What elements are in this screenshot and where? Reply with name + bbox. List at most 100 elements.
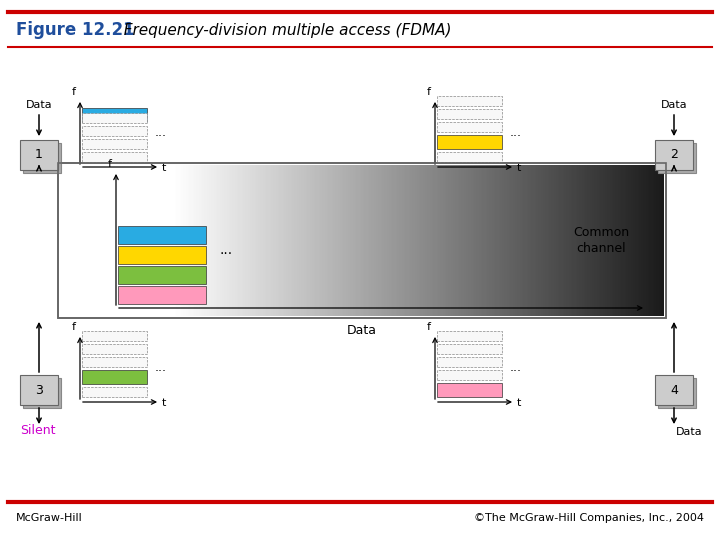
- Text: Common
channel: Common channel: [573, 226, 629, 254]
- Bar: [197, 165, 199, 316]
- Bar: [572, 165, 574, 316]
- Bar: [118, 226, 206, 244]
- Bar: [647, 165, 649, 316]
- Bar: [538, 165, 539, 316]
- Text: Data: Data: [661, 100, 688, 110]
- Bar: [655, 140, 693, 170]
- Bar: [608, 165, 610, 316]
- Bar: [281, 165, 283, 316]
- Bar: [386, 165, 387, 316]
- Bar: [201, 165, 202, 316]
- Bar: [251, 165, 253, 316]
- Bar: [82, 126, 147, 136]
- Bar: [248, 165, 250, 316]
- Bar: [484, 165, 485, 316]
- Bar: [194, 165, 196, 316]
- Bar: [658, 378, 696, 408]
- Bar: [235, 165, 237, 316]
- Bar: [505, 165, 507, 316]
- Bar: [464, 165, 466, 316]
- Bar: [214, 165, 215, 316]
- Bar: [467, 165, 469, 316]
- Bar: [454, 165, 456, 316]
- Bar: [118, 246, 206, 264]
- Bar: [220, 165, 222, 316]
- Bar: [343, 165, 345, 316]
- Bar: [376, 165, 377, 316]
- Bar: [654, 165, 656, 316]
- Bar: [461, 165, 463, 316]
- Bar: [544, 165, 546, 316]
- Bar: [437, 357, 502, 367]
- Bar: [391, 165, 392, 316]
- Bar: [435, 165, 436, 316]
- Bar: [520, 165, 521, 316]
- Bar: [575, 165, 577, 316]
- Bar: [605, 165, 607, 316]
- Bar: [359, 165, 361, 316]
- Bar: [616, 165, 618, 316]
- Bar: [445, 165, 446, 316]
- Bar: [571, 165, 572, 316]
- Bar: [425, 165, 427, 316]
- Bar: [224, 165, 225, 316]
- Bar: [597, 165, 598, 316]
- Bar: [310, 165, 312, 316]
- Bar: [215, 165, 217, 316]
- Bar: [289, 165, 291, 316]
- Text: Data: Data: [675, 427, 702, 437]
- Bar: [500, 165, 502, 316]
- Text: t: t: [162, 398, 166, 408]
- Bar: [230, 165, 232, 316]
- Bar: [319, 165, 320, 316]
- Bar: [243, 165, 245, 316]
- Bar: [437, 135, 502, 149]
- Text: f: f: [108, 159, 112, 169]
- Bar: [562, 165, 564, 316]
- Bar: [499, 165, 500, 316]
- Text: Silent: Silent: [20, 424, 55, 437]
- Bar: [631, 165, 633, 316]
- Bar: [437, 331, 502, 341]
- Bar: [428, 165, 430, 316]
- Bar: [595, 165, 597, 316]
- Bar: [384, 165, 386, 316]
- Bar: [191, 165, 193, 316]
- Bar: [23, 378, 61, 408]
- Bar: [299, 165, 301, 316]
- Bar: [189, 165, 191, 316]
- Bar: [225, 165, 227, 316]
- Bar: [332, 165, 333, 316]
- Bar: [340, 165, 341, 316]
- Bar: [618, 165, 620, 316]
- Bar: [476, 165, 477, 316]
- Bar: [328, 165, 330, 316]
- Bar: [437, 344, 502, 354]
- Bar: [183, 165, 184, 316]
- Bar: [427, 165, 428, 316]
- Bar: [296, 165, 297, 316]
- Bar: [118, 286, 206, 304]
- Bar: [451, 165, 453, 316]
- Bar: [577, 165, 579, 316]
- Bar: [629, 165, 631, 316]
- Bar: [265, 165, 266, 316]
- Bar: [456, 165, 458, 316]
- Bar: [492, 165, 494, 316]
- Bar: [268, 165, 269, 316]
- Bar: [579, 165, 580, 316]
- Bar: [188, 165, 189, 316]
- Bar: [644, 165, 646, 316]
- Bar: [253, 165, 255, 316]
- Bar: [600, 165, 602, 316]
- Bar: [494, 165, 495, 316]
- Bar: [487, 165, 489, 316]
- Bar: [335, 165, 337, 316]
- Text: f: f: [72, 322, 76, 332]
- Bar: [373, 165, 374, 316]
- Bar: [446, 165, 448, 316]
- Bar: [472, 165, 474, 316]
- Bar: [338, 165, 340, 316]
- Bar: [284, 165, 286, 316]
- Bar: [466, 165, 467, 316]
